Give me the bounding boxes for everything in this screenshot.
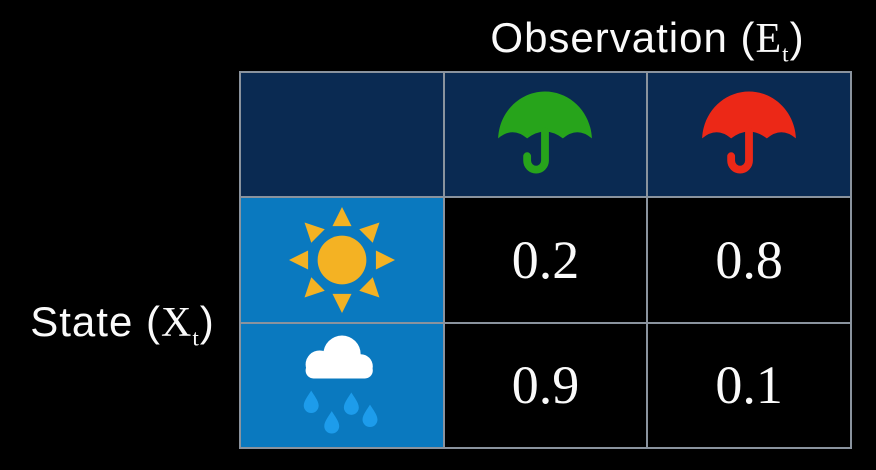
prob-rain-red-umbrella: 0.1 xyxy=(648,323,850,447)
state-title-open-paren: ( xyxy=(133,298,161,345)
observation-title-open-paren: ( xyxy=(727,14,756,61)
observation-title-close-paren: ) xyxy=(789,14,805,61)
red-umbrella-icon xyxy=(702,91,797,174)
observation-axis-title: Observation (Et) xyxy=(443,14,852,65)
observation-variable-subscript: t xyxy=(782,40,790,67)
state-axis-title: State (Xt) xyxy=(0,298,245,349)
rain-cloud-icon xyxy=(303,335,378,434)
prob-sun-red-umbrella: 0.8 xyxy=(648,198,850,322)
sun-icon xyxy=(288,206,395,313)
prob-rain-green-umbrella: 0.9 xyxy=(444,323,647,447)
state-title-close-paren: ) xyxy=(199,298,215,345)
prob-sun-green-umbrella: 0.2 xyxy=(444,198,647,322)
row-header-sunny-state xyxy=(241,198,443,322)
observation-probability-table: 0.2 0.8 0.9 0.1 xyxy=(239,71,852,449)
corner-cell xyxy=(241,73,443,197)
column-header-green-umbrella xyxy=(444,73,647,197)
green-umbrella-icon xyxy=(498,91,593,174)
state-title-word: State xyxy=(30,298,134,345)
row-header-rainy-state xyxy=(241,323,443,447)
column-header-red-umbrella xyxy=(648,73,850,197)
state-variable: X xyxy=(160,300,193,346)
observation-variable: E xyxy=(755,16,783,62)
observation-title-word: Observation xyxy=(490,14,728,61)
state-variable-subscript: t xyxy=(192,324,200,351)
